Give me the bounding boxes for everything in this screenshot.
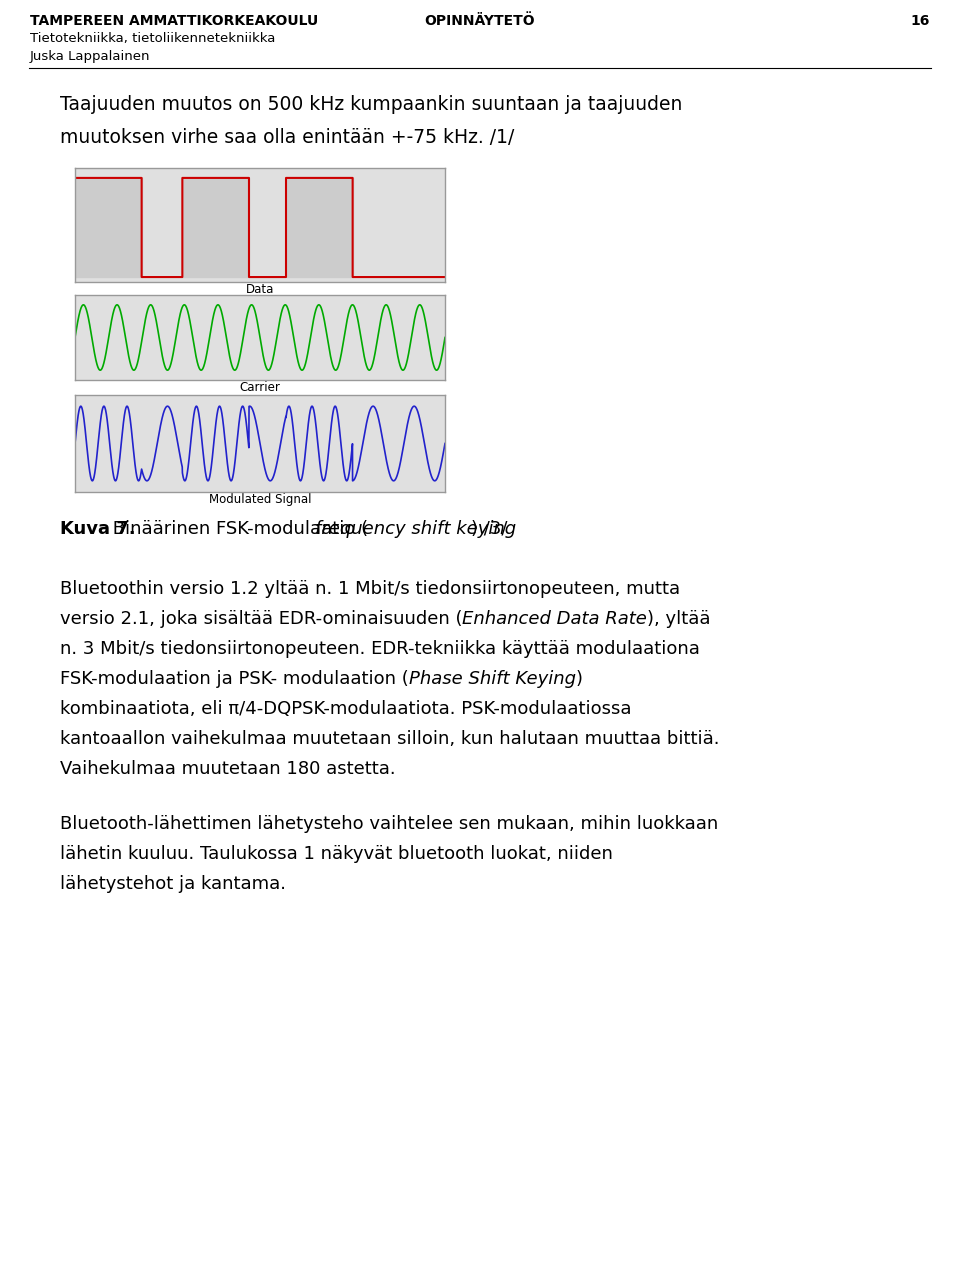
Text: 16: 16 — [911, 14, 930, 28]
X-axis label: Modulated Signal: Modulated Signal — [208, 493, 311, 506]
Text: Taajuuden muutos on 500 kHz kumpaankin suuntaan ja taajuuden: Taajuuden muutos on 500 kHz kumpaankin s… — [60, 96, 683, 113]
Text: ) /3/: ) /3/ — [471, 520, 508, 538]
Text: Binäärinen FSK-modulaatio (: Binäärinen FSK-modulaatio ( — [107, 520, 368, 538]
Text: ): ) — [576, 670, 583, 688]
Text: Bluetoothin versio 1.2 yltää n. 1 Mbit/s tiedonsiirtonopeuteen, mutta: Bluetoothin versio 1.2 yltää n. 1 Mbit/s… — [60, 580, 680, 598]
Text: Kuva 7.: Kuva 7. — [60, 520, 135, 538]
Text: FSK-modulaation ja PSK- modulaation (: FSK-modulaation ja PSK- modulaation ( — [60, 670, 409, 688]
Text: kombinaatiota, eli π/4-DQPSK-modulaatiota. PSK-modulaatiossa: kombinaatiota, eli π/4-DQPSK-modulaatiot… — [60, 699, 632, 719]
Text: muutoksen virhe saa olla enintään +-75 kHz. /1/: muutoksen virhe saa olla enintään +-75 k… — [60, 127, 515, 147]
Text: Tietotekniikka, tietoliikennetekniikka: Tietotekniikka, tietoliikennetekniikka — [30, 32, 276, 45]
X-axis label: Data: Data — [246, 283, 275, 297]
Text: n. 3 Mbit/s tiedonsiirtonopeuteen. EDR-tekniikka käyttää modulaationa: n. 3 Mbit/s tiedonsiirtonopeuteen. EDR-t… — [60, 640, 700, 657]
Text: Phase Shift Keying: Phase Shift Keying — [409, 670, 576, 688]
Text: Enhanced Data Rate: Enhanced Data Rate — [463, 610, 647, 628]
Text: TAMPEREEN AMMATTIKORKEAKOULU: TAMPEREEN AMMATTIKORKEAKOULU — [30, 14, 319, 28]
Text: versio 2.1, joka sisältää EDR-ominaisuuden (: versio 2.1, joka sisältää EDR-ominaisuud… — [60, 610, 463, 628]
Text: Juska Lappalainen: Juska Lappalainen — [30, 50, 151, 62]
Text: kantoaallon vaihekulmaa muutetaan silloin, kun halutaan muuttaa bittiä.: kantoaallon vaihekulmaa muutetaan silloi… — [60, 730, 719, 748]
Text: Bluetooth-lähettimen lähetysteho vaihtelee sen mukaan, mihin luokkaan: Bluetooth-lähettimen lähetysteho vaihtel… — [60, 815, 718, 833]
X-axis label: Carrier: Carrier — [240, 381, 280, 395]
Text: Vaihekulmaa muutetaan 180 astetta.: Vaihekulmaa muutetaan 180 astetta. — [60, 761, 396, 778]
Text: frequency shift keying: frequency shift keying — [315, 520, 516, 538]
Text: lähetystehot ja kantama.: lähetystehot ja kantama. — [60, 875, 286, 893]
Text: ), yltää: ), yltää — [647, 610, 710, 628]
Text: lähetin kuuluu. Taulukossa 1 näkyvät bluetooth luokat, niiden: lähetin kuuluu. Taulukossa 1 näkyvät blu… — [60, 845, 612, 862]
Text: OPINNÄYTETÖ: OPINNÄYTETÖ — [424, 14, 536, 28]
